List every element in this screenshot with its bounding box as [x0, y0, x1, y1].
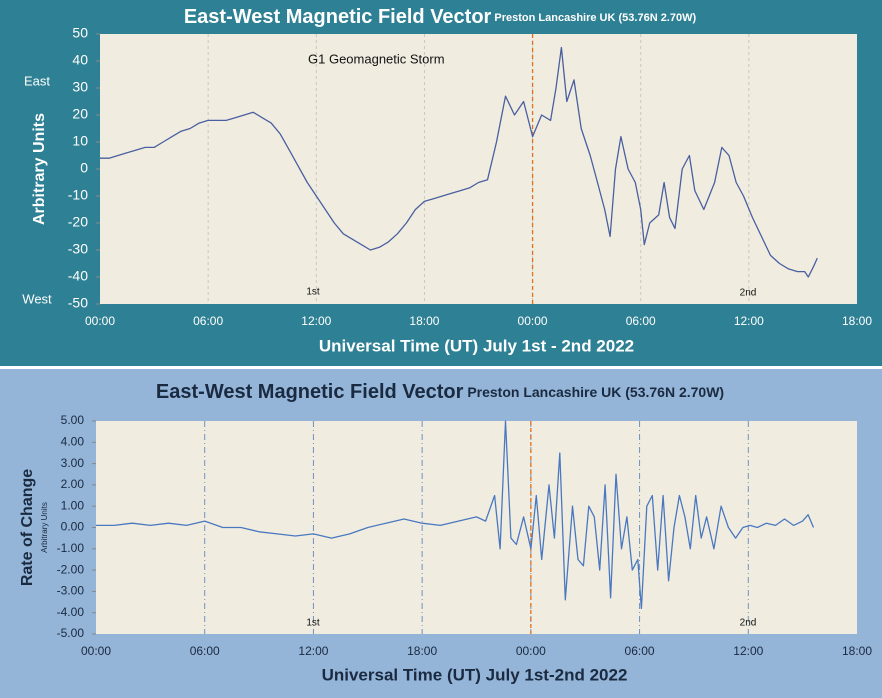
- chart-title: East-West Magnetic Field Vector Preston …: [184, 6, 697, 28]
- day-label: 1st: [306, 287, 320, 298]
- y-tick-label: 0.00: [61, 520, 85, 534]
- x-axis-label: Universal Time (UT) July 1st - 2nd 2022: [319, 336, 634, 355]
- subtitle: Preston Lancashire UK (53.76N 2.70W): [467, 384, 724, 400]
- subtitle: Preston Lancashire UK (53.76N 2.70W): [494, 12, 696, 24]
- day-label: 2nd: [740, 618, 757, 629]
- y-tick-label: 1.00: [61, 498, 85, 512]
- x-tick-label: 12:00: [301, 314, 331, 328]
- data-line: [96, 420, 815, 610]
- day-label: 2nd: [740, 288, 757, 299]
- direction-label: East: [24, 73, 50, 88]
- x-axis-label: Universal Time (UT) July 1st-2nd 2022: [322, 665, 628, 684]
- y-tick-label: 5.00: [61, 413, 85, 427]
- annotation: G1 Geomagnetic Storm: [308, 51, 445, 66]
- y-axis-label: Rate of Change: [19, 469, 36, 586]
- title-main: East-West Magnetic Field Vector: [156, 381, 464, 403]
- x-tick-label: 18:00: [409, 314, 439, 328]
- y-tick-label: 40: [72, 52, 88, 68]
- x-tick-label: 18:00: [407, 644, 437, 658]
- x-tick-label: 18:00: [842, 644, 872, 658]
- x-tick-label: 00:00: [518, 314, 548, 328]
- y-tick-label: 4.00: [61, 434, 85, 448]
- y-tick-label: -1.00: [57, 541, 85, 555]
- title-main: East-West Magnetic Field Vector: [184, 6, 492, 28]
- x-tick-label: 06:00: [190, 644, 220, 658]
- y-tick-label: -2.00: [57, 562, 85, 576]
- divider: [0, 366, 882, 369]
- y-tick-label: 50: [72, 25, 88, 41]
- day-label: 1st: [306, 618, 320, 629]
- y-tick-label: -30: [68, 241, 88, 257]
- x-tick-label: 06:00: [626, 314, 656, 328]
- y-tick-label: 2.00: [61, 477, 85, 491]
- y-axis-label: Arbitrary Units: [31, 113, 48, 225]
- y-tick-label: 30: [72, 79, 88, 95]
- y-tick-label: -10: [68, 187, 88, 203]
- x-tick-label: 06:00: [625, 644, 655, 658]
- x-tick-label: 00:00: [81, 644, 111, 658]
- data-line: [100, 46, 818, 278]
- y-tick-label: -40: [68, 268, 88, 284]
- y-axis-sublabel: Arbitrary Units: [40, 502, 49, 553]
- y-tick-label: 20: [72, 106, 88, 122]
- plot-area: [100, 34, 857, 304]
- x-tick-label: 00:00: [85, 314, 115, 328]
- y-tick-label: -20: [68, 214, 88, 230]
- y-tick-label: -4.00: [57, 605, 85, 619]
- x-tick-label: 12:00: [298, 644, 328, 658]
- direction-label: West: [22, 291, 52, 306]
- y-tick-label: 0: [80, 160, 88, 176]
- x-tick-label: 12:00: [734, 314, 764, 328]
- y-tick-label: -50: [68, 295, 88, 311]
- x-tick-label: 12:00: [733, 644, 763, 658]
- y-tick-label: -3.00: [57, 584, 85, 598]
- y-tick-label: 10: [72, 133, 88, 149]
- x-tick-label: 18:00: [842, 314, 872, 328]
- x-tick-label: 06:00: [193, 314, 223, 328]
- chart-title: East-West Magnetic Field Vector Preston …: [156, 381, 724, 403]
- y-tick-label: 3.00: [61, 456, 85, 470]
- y-tick-label: -5.00: [57, 626, 85, 640]
- x-tick-label: 00:00: [516, 644, 546, 658]
